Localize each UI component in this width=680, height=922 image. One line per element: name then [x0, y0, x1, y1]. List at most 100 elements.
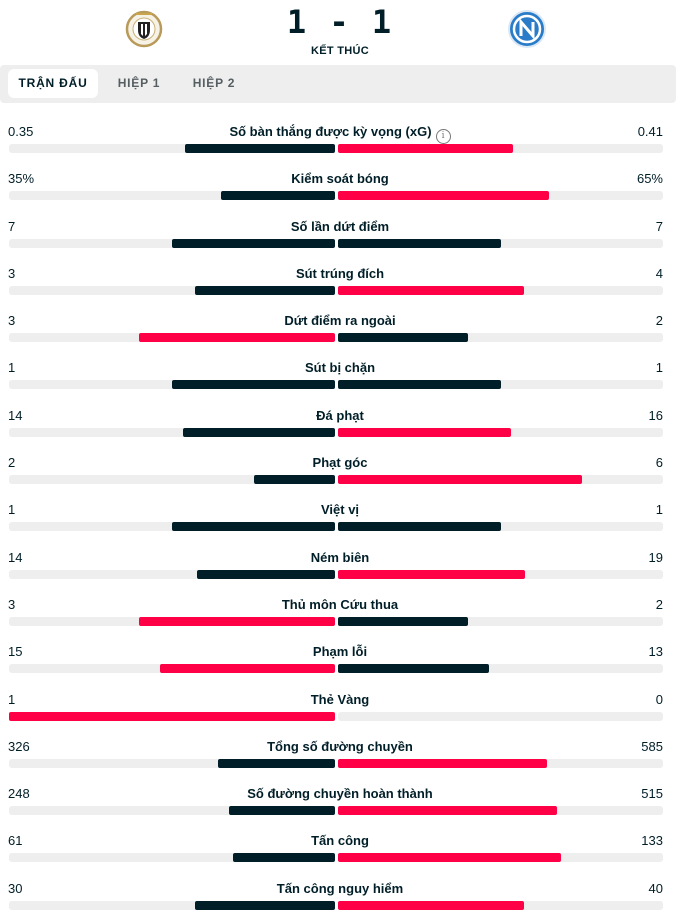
stat-label: Phạm lỗi — [0, 644, 680, 660]
stat-home-bar — [139, 333, 335, 343]
stat-home-bar-track — [9, 711, 335, 721]
stat-away-bar-track — [338, 427, 663, 437]
stat-away-bar — [338, 522, 501, 532]
stat-row: 1 Việt vị 1 — [0, 496, 680, 543]
stat-row: 14 Đá phạt 16 — [0, 402, 680, 449]
stat-home-value: 61 — [8, 833, 23, 849]
stat-row: 30 Tấn công nguy hiểm 40 — [0, 875, 680, 922]
stat-away-value: 6 — [655, 455, 663, 471]
stat-away-bar-track — [338, 806, 663, 816]
stat-row: 326 Tổng số đường chuyền 585 — [0, 733, 680, 780]
stat-label-text: Số bàn thắng được kỳ vọng (xG) — [229, 124, 432, 139]
stat-home-bar-track — [9, 285, 335, 295]
stat-label: Số bàn thắng được kỳ vọng (xG) i — [0, 124, 680, 144]
stat-home-bar-track — [9, 900, 335, 910]
stat-label: Kiểm soát bóng — [0, 171, 680, 187]
stat-home-value: 0.35 — [8, 124, 34, 139]
stat-home-bar-track — [9, 475, 335, 485]
stat-home-value: 7 — [8, 218, 16, 234]
stat-home-value: 3 — [8, 596, 16, 612]
stat-label: Phạt góc — [0, 455, 680, 471]
stat-away-value: 40 — [648, 880, 663, 896]
stat-home-bar-track — [9, 806, 335, 816]
stat-home-bar-track — [9, 144, 335, 153]
stat-home-bar — [229, 806, 335, 816]
stat-row: 3 Thủ môn Cứu thua 2 — [0, 591, 680, 638]
stat-label: Ném biên — [0, 550, 680, 566]
stat-row: 3 Dứt điểm ra ngoài 2 — [0, 307, 680, 354]
stat-home-bar-track — [9, 758, 335, 768]
stat-home-bar-track — [9, 853, 335, 863]
stat-home-bar — [218, 758, 335, 768]
stat-away-value: 1 — [655, 502, 663, 518]
stat-home-bar-track — [9, 333, 335, 343]
stat-away-bar-track — [338, 285, 663, 295]
info-icon[interactable]: i — [435, 129, 451, 144]
home-team-logo[interactable] — [123, 8, 165, 50]
tab-first-half[interactable]: HIỆP 1 — [117, 76, 161, 90]
napoli-crest-icon — [508, 10, 546, 48]
stat-label: Việt vị — [0, 502, 680, 518]
stat-home-bar — [220, 191, 335, 201]
stat-label-text: Thẻ Vàng — [310, 691, 370, 707]
tab-second-half[interactable]: HIỆP 2 — [192, 76, 236, 90]
stat-label-text: Việt vị — [320, 502, 360, 518]
stat-label-text: Tấn công nguy hiểm — [276, 880, 404, 896]
match-score: 1 - 1 — [286, 3, 394, 41]
stat-away-bar — [338, 380, 501, 390]
stat-away-value: 2 — [655, 596, 663, 612]
stat-away-bar — [338, 475, 582, 485]
stat-label-text: Thủ môn Cứu thua — [281, 596, 399, 612]
stat-home-bar-track — [9, 616, 335, 626]
stat-home-bar — [172, 522, 335, 532]
stat-label: Sút bị chặn — [0, 360, 680, 376]
stat-label-text: Đá phạt — [316, 407, 364, 423]
tab-match[interactable]: TRẬN ĐẤU — [8, 69, 98, 98]
stat-away-bar — [338, 427, 512, 437]
match-header: 1 - 1 KẾT THÚC — [0, 0, 680, 64]
stat-home-bar-track — [9, 664, 335, 674]
stat-row: 35% Kiểm soát bóng 65% — [0, 165, 680, 212]
stat-label-text: Ném biên — [310, 549, 370, 565]
stat-away-bar-track — [338, 191, 663, 201]
stat-home-value: 248 — [8, 786, 30, 802]
stat-away-bar — [338, 900, 524, 910]
stat-home-value: 326 — [8, 738, 30, 754]
stat-away-value: 4 — [655, 265, 663, 281]
stat-home-bar-track — [9, 569, 335, 579]
stat-label-text: Số lần dứt điểm — [290, 218, 390, 234]
stat-label-text: Số đường chuyền hoàn thành — [247, 786, 433, 802]
stat-label: Tấn công nguy hiểm — [0, 881, 680, 897]
stat-away-value: 13 — [648, 644, 663, 660]
stat-home-bar — [9, 711, 335, 721]
stat-away-bar — [338, 569, 526, 579]
stat-row: 1 Thẻ Vàng 0 — [0, 686, 680, 733]
stat-away-bar-track — [338, 380, 663, 390]
stat-away-bar — [338, 333, 468, 343]
stat-home-value: 1 — [8, 360, 16, 376]
stat-away-value: 515 — [641, 786, 663, 802]
stat-home-bar-track — [9, 238, 335, 248]
stat-home-bar-track — [9, 522, 335, 532]
stat-away-value: 585 — [641, 738, 663, 754]
stat-away-value: 19 — [648, 549, 663, 565]
stat-away-bar-track — [338, 333, 663, 343]
stat-away-bar — [338, 285, 524, 295]
stat-home-value: 1 — [8, 502, 16, 518]
away-team-logo[interactable] — [506, 8, 548, 50]
stat-row: 15 Phạm lỗi 13 — [0, 638, 680, 685]
stat-label: Tổng số đường chuyền — [0, 739, 680, 755]
stat-row: 7 Số lần dứt điểm 7 — [0, 213, 680, 260]
stat-home-value: 3 — [8, 313, 16, 329]
udinese-crest-icon — [125, 10, 163, 48]
stat-away-value: 65% — [636, 171, 663, 187]
stat-home-bar — [253, 475, 335, 485]
stat-label-text: Phạm lỗi — [312, 644, 368, 660]
stat-label: Thủ môn Cứu thua — [0, 597, 680, 613]
stat-row: 2 Phạt góc 6 — [0, 449, 680, 496]
stat-away-bar-track — [338, 569, 663, 579]
stat-away-bar — [338, 616, 468, 626]
stat-label: Đá phạt — [0, 408, 680, 424]
stat-away-bar-track — [338, 758, 663, 768]
stat-label: Số lần dứt điểm — [0, 219, 680, 235]
